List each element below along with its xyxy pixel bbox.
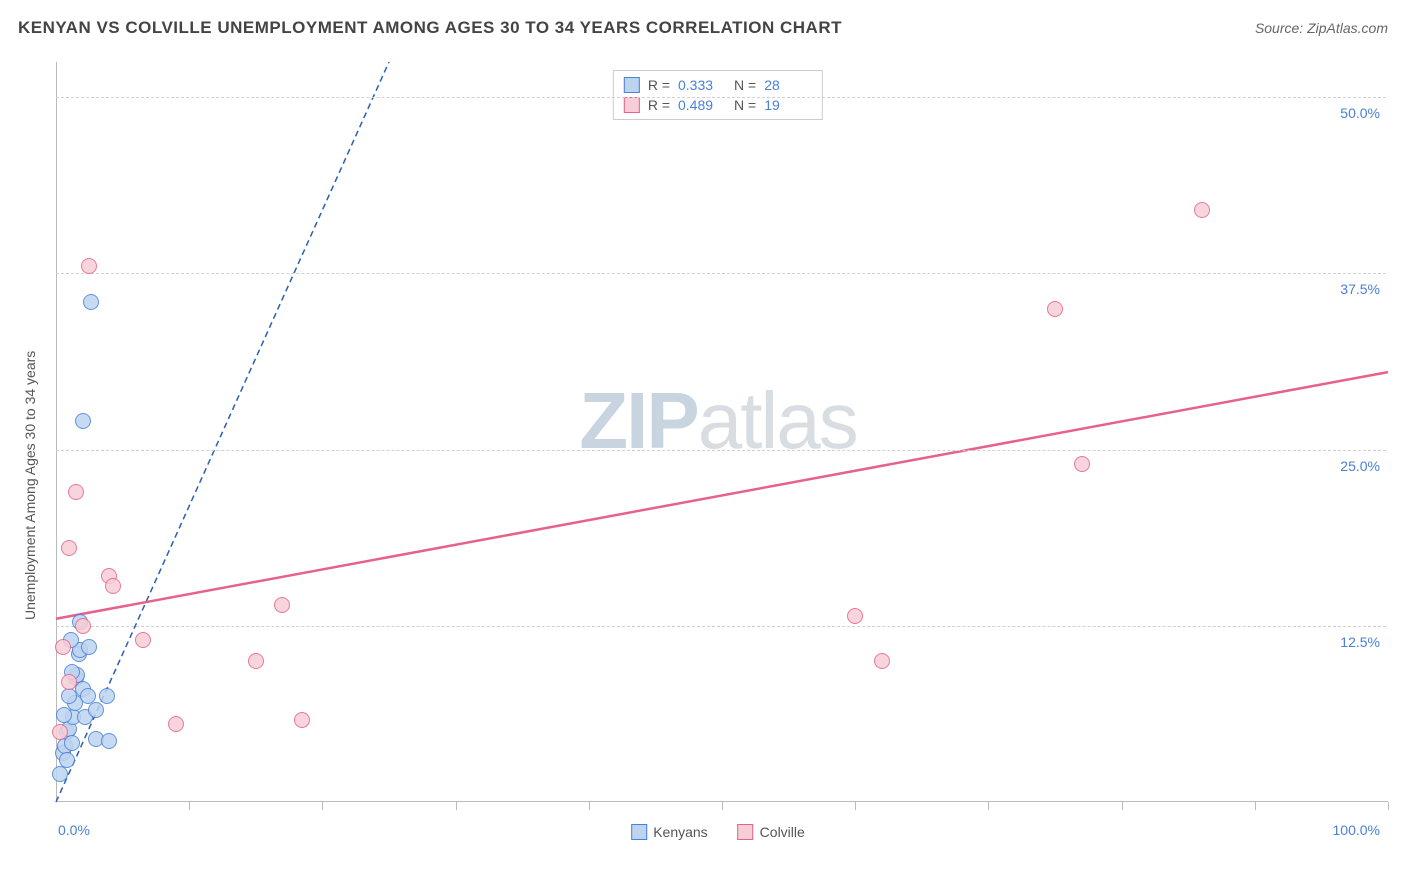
data-point xyxy=(68,484,84,500)
data-point xyxy=(81,639,97,655)
data-point xyxy=(248,653,264,669)
y-tick-label: 25.0% xyxy=(1340,458,1380,474)
x-tick xyxy=(1255,802,1256,810)
data-point xyxy=(75,618,91,634)
stat-n-value: 19 xyxy=(764,97,812,113)
data-point xyxy=(59,752,75,768)
legend-stats: R = 0.333 N = 28 R = 0.489 N = 19 xyxy=(613,70,823,120)
gridline xyxy=(56,626,1386,627)
data-point xyxy=(81,258,97,274)
stat-r-label: R = xyxy=(648,77,670,93)
y-axis-label: Unemployment Among Ages 30 to 34 years xyxy=(22,351,38,620)
data-point xyxy=(61,540,77,556)
data-point xyxy=(101,733,117,749)
x-tick xyxy=(988,802,989,810)
data-point xyxy=(83,294,99,310)
gridline xyxy=(56,450,1386,451)
legend-series-item: Kenyans xyxy=(631,824,707,840)
stat-n-value: 28 xyxy=(764,77,812,93)
stat-r-value: 0.489 xyxy=(678,97,726,113)
trendline xyxy=(56,372,1388,619)
y-tick-label: 50.0% xyxy=(1340,105,1380,121)
data-point xyxy=(61,688,77,704)
data-point xyxy=(75,413,91,429)
data-point xyxy=(88,702,104,718)
data-point xyxy=(874,653,890,669)
x-tick xyxy=(589,802,590,810)
data-point xyxy=(135,632,151,648)
watermark: ZIPatlas xyxy=(579,375,856,467)
data-point xyxy=(56,707,72,723)
data-point xyxy=(847,608,863,624)
x-tick xyxy=(855,802,856,810)
chart-title: KENYAN VS COLVILLE UNEMPLOYMENT AMONG AG… xyxy=(18,18,842,38)
y-tick-label: 37.5% xyxy=(1340,281,1380,297)
data-point xyxy=(105,578,121,594)
x-tick xyxy=(189,802,190,810)
data-point xyxy=(55,639,71,655)
source-label: Source: ZipAtlas.com xyxy=(1255,20,1388,36)
data-point xyxy=(1074,456,1090,472)
data-point xyxy=(64,735,80,751)
x-axis-max-label: 100.0% xyxy=(1333,822,1380,838)
legend-stat-row: R = 0.333 N = 28 xyxy=(624,75,812,95)
data-point xyxy=(1194,202,1210,218)
data-point xyxy=(52,724,68,740)
legend-series-item: Colville xyxy=(738,824,805,840)
legend-swatch xyxy=(631,824,647,840)
x-tick xyxy=(722,802,723,810)
trendlines-svg xyxy=(48,62,1388,842)
chart-plot-area: ZIPatlas R = 0.333 N = 28 R = 0.489 N = 19 Keny… xyxy=(48,62,1388,842)
data-point xyxy=(1047,301,1063,317)
data-point xyxy=(61,674,77,690)
legend-series-label: Colville xyxy=(760,824,805,840)
legend-swatch xyxy=(624,77,640,93)
legend-swatch xyxy=(624,97,640,113)
stat-n-label: N = xyxy=(734,97,756,113)
stat-r-value: 0.333 xyxy=(678,77,726,93)
data-point xyxy=(52,766,68,782)
y-axis-line xyxy=(56,62,57,802)
gridline xyxy=(56,273,1386,274)
stat-r-label: R = xyxy=(648,97,670,113)
y-tick-label: 12.5% xyxy=(1340,634,1380,650)
watermark-atlas: atlas xyxy=(698,376,857,465)
x-tick xyxy=(322,802,323,810)
legend-series-label: Kenyans xyxy=(653,824,707,840)
watermark-zip: ZIP xyxy=(579,376,697,465)
x-tick xyxy=(1122,802,1123,810)
data-point xyxy=(168,716,184,732)
data-point xyxy=(99,688,115,704)
data-point xyxy=(274,597,290,613)
data-point xyxy=(294,712,310,728)
legend-series: Kenyans Colville xyxy=(631,824,805,840)
stat-n-label: N = xyxy=(734,77,756,93)
x-axis-min-label: 0.0% xyxy=(58,822,90,838)
legend-swatch xyxy=(738,824,754,840)
x-tick xyxy=(456,802,457,810)
gridline xyxy=(56,97,1386,98)
x-tick xyxy=(1388,802,1389,810)
